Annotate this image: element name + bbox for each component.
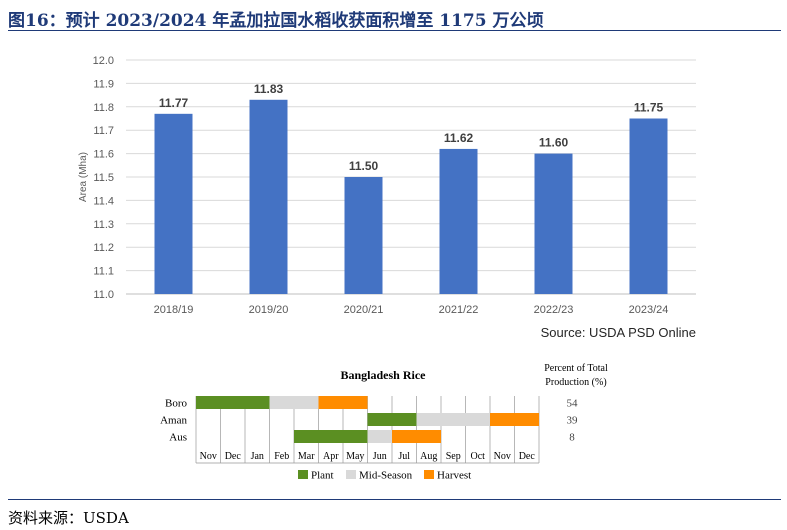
x-tick-label: 2022/23 (534, 304, 574, 316)
y-tick-label: 11.9 (93, 78, 114, 90)
month-label: Nov (494, 451, 511, 462)
bar (154, 113, 193, 294)
season-segment-harvest (318, 396, 368, 409)
legend-swatch (424, 470, 434, 479)
month-label: Oct (471, 451, 486, 462)
legend-swatch (298, 470, 308, 479)
calendar-title: Bangladesh Rice (340, 368, 426, 382)
x-tick-label: 2021/22 (439, 304, 479, 316)
y-tick-label: 11.1 (93, 266, 114, 278)
season-segment-mid (269, 396, 319, 409)
season-segment-harvest (392, 430, 441, 443)
bar (344, 177, 383, 294)
y-tick-label: 11.0 (93, 289, 114, 301)
season-segment-plant (196, 396, 270, 409)
month-label: Jun (373, 451, 387, 462)
share-value: 39 (567, 415, 579, 427)
bar-value-label: 11.75 (634, 101, 664, 115)
season-segment-mid (416, 413, 490, 426)
crop-calendar: Bangladesh Rice Percent of Total Productio… (160, 363, 608, 482)
crop-label: Aman (160, 415, 187, 427)
month-label: May (346, 451, 364, 462)
x-tick-label: 2018/19 (154, 304, 194, 316)
x-tick-label: 2020/21 (344, 304, 384, 316)
title-divider (8, 30, 781, 31)
bar-value-label: 11.50 (349, 159, 379, 173)
season-segment-mid (367, 430, 392, 443)
chart-source-note: Source: USDA PSD Online (541, 325, 696, 340)
y-tick-label: 11.2 (93, 242, 114, 254)
x-tick-label: 2019/20 (249, 304, 289, 316)
y-tick-label: 12.0 (93, 55, 114, 67)
bar-value-label: 11.77 (159, 96, 189, 110)
share-column-header: Production (%) (545, 377, 606, 388)
share-column-header: Percent of Total (544, 363, 608, 374)
y-tick-label: 11.6 (93, 149, 114, 161)
month-label: Dec (519, 451, 536, 462)
bar (534, 153, 573, 294)
bar-value-label: 11.60 (539, 136, 569, 150)
season-segment-plant (294, 430, 368, 443)
month-label: Aug (420, 451, 437, 462)
bar-value-label: 11.83 (254, 82, 284, 96)
page-title: 图16：预计 2023/2024 年孟加拉国水稻收获面积增至 1175 万公顷 (8, 11, 544, 31)
share-value: 8 (569, 432, 575, 444)
bar-chart: 11.0 11.1 11.2 11.3 11.4 11.5 11.6 11.7 11.8 11.9… (78, 55, 696, 340)
x-tick-label: 2023/24 (629, 304, 669, 316)
month-label: Mar (298, 451, 315, 462)
y-tick-label: 11.4 (93, 195, 114, 207)
season-segment-harvest (490, 413, 539, 426)
month-label: Jan (251, 451, 264, 462)
y-axis-label: Area (Mha) (78, 152, 89, 202)
crop-label: Boro (165, 398, 188, 410)
bar (629, 118, 668, 294)
legend-label: Mid-Season (359, 470, 413, 482)
y-tick-label: 11.7 (93, 125, 114, 137)
legend-label: Harvest (437, 470, 471, 482)
legend-label: Plant (311, 470, 334, 482)
bar (249, 99, 288, 294)
month-label: Sep (446, 451, 461, 462)
season-segment-plant (367, 413, 417, 426)
footer-divider (8, 499, 781, 500)
month-label: Nov (200, 451, 217, 462)
y-tick-label: 11.5 (93, 172, 114, 184)
bar (439, 148, 478, 294)
month-label: Apr (323, 451, 339, 462)
y-tick-label: 11.8 (93, 102, 114, 114)
bar-value-label: 11.62 (444, 131, 474, 145)
y-tick-label: 11.3 (93, 219, 114, 231)
source-note: 资料来源：USDA (8, 509, 129, 527)
month-label: Dec (225, 451, 242, 462)
month-label: Jul (398, 451, 410, 462)
share-value: 54 (567, 398, 579, 410)
month-label: Feb (274, 451, 289, 462)
legend-swatch (346, 470, 356, 479)
crop-label: Aus (169, 432, 187, 444)
